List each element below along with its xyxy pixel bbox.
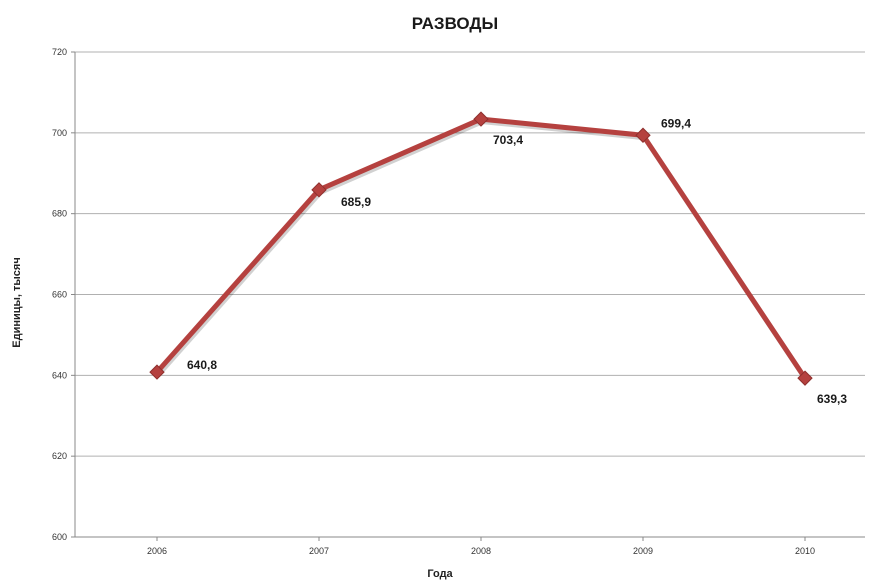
y-tick-label: 720 (52, 47, 67, 57)
series-line-shadow (159, 122, 807, 381)
y-tick-label: 680 (52, 209, 67, 219)
x-tick-label: 2009 (633, 546, 653, 556)
y-tick-label: 700 (52, 128, 67, 138)
y-tick-label: 600 (52, 532, 67, 542)
data-label: 699,4 (661, 116, 691, 130)
data-labels: 640,8 685,9 703,4 699,4 639,3 (187, 116, 847, 406)
axes: 600 620 640 660 680 700 720 2006 2007 2008 2009 201… (11, 47, 865, 580)
data-label: 639,3 (817, 392, 847, 406)
y-axis-title: Единицы, тысяч (11, 257, 23, 347)
series-layer (150, 112, 812, 385)
y-tick-label: 640 (52, 370, 67, 380)
y-tick-label: 660 (52, 290, 67, 300)
data-label: 685,9 (341, 195, 371, 209)
x-tick-label: 2008 (471, 546, 491, 556)
x-tick-label: 2010 (795, 546, 815, 556)
data-label: 703,4 (493, 133, 523, 147)
gridlines (75, 52, 865, 456)
y-tick-label: 620 (52, 451, 67, 461)
x-axis-title: Года (427, 568, 453, 580)
x-tick-label: 2006 (147, 546, 167, 556)
x-tick-label: 2007 (309, 546, 329, 556)
series-line (157, 119, 805, 378)
data-label: 640,8 (187, 358, 217, 372)
